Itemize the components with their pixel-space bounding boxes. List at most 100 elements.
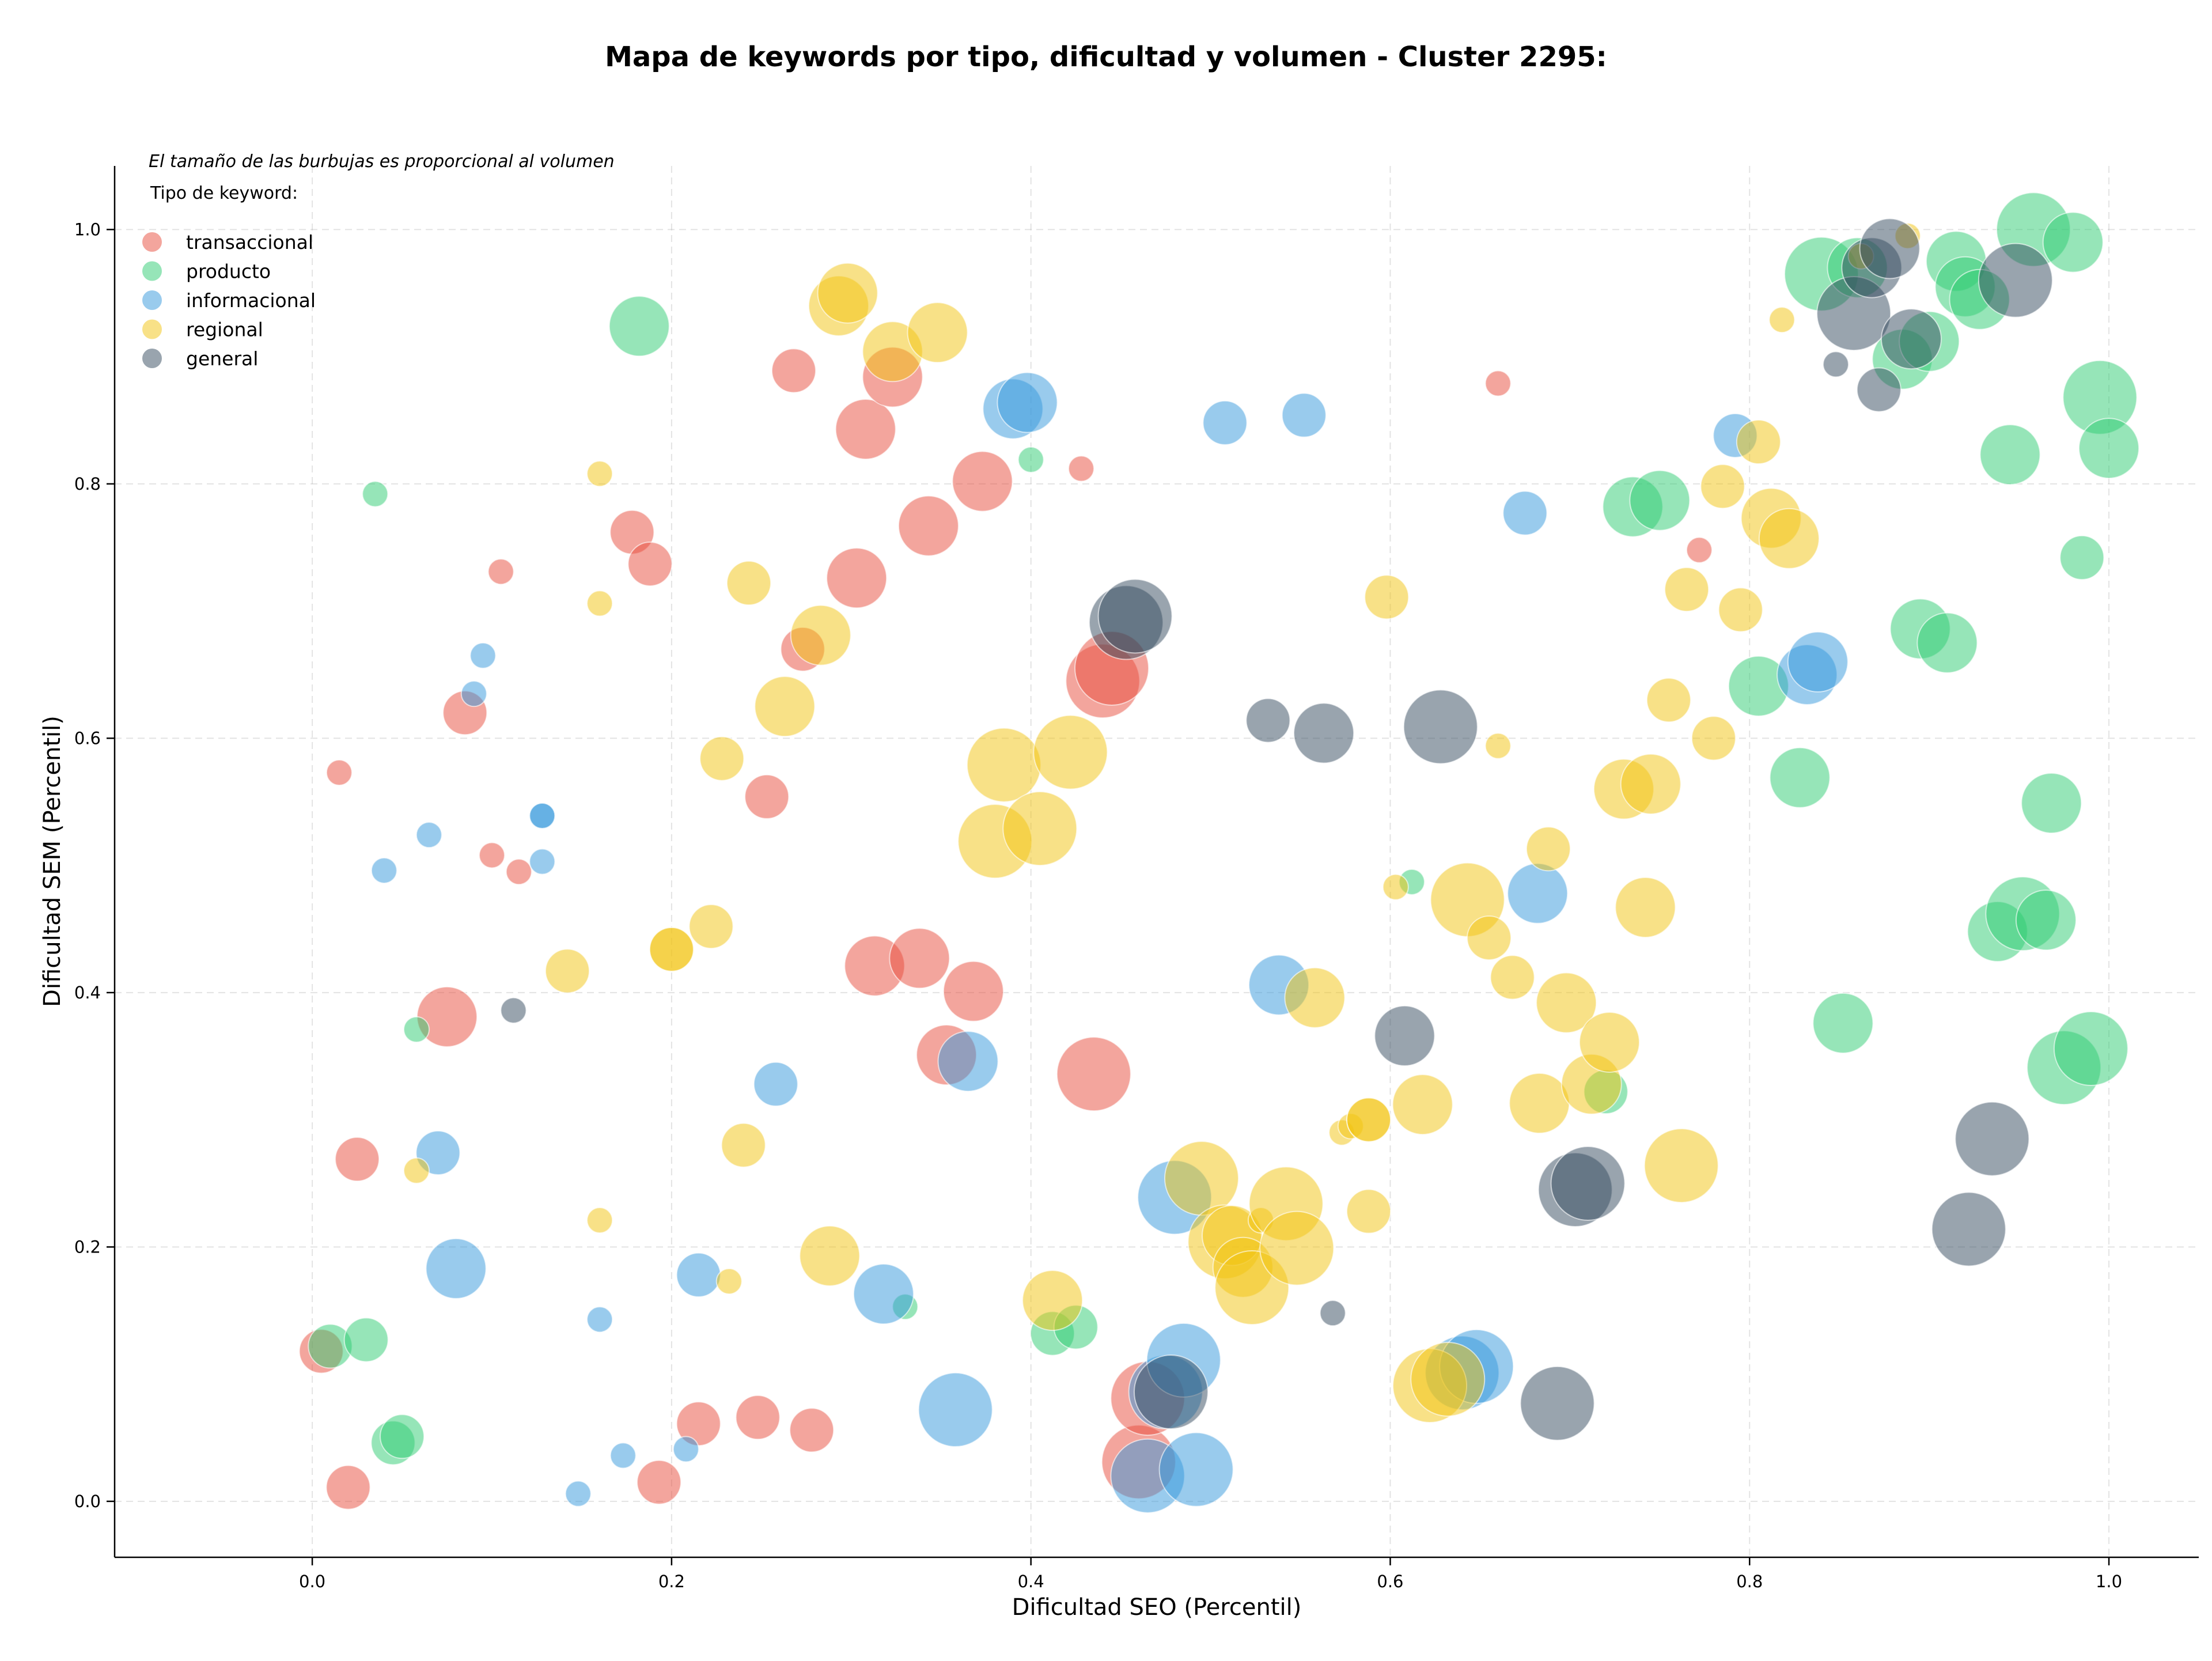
bubble-regional: [586, 590, 613, 617]
bubbles: [298, 192, 2140, 1514]
bubble-regional: [1392, 1074, 1453, 1136]
axes-spines: [113, 166, 2199, 1558]
bubble-general: [1133, 1354, 1209, 1430]
bubble-regional: [721, 1122, 766, 1168]
bubble-informacional: [918, 1372, 993, 1447]
bubble-regional: [1509, 1072, 1570, 1134]
bubble-regional: [1536, 972, 1597, 1034]
y-tick-label: 0.6: [74, 728, 101, 748]
bubble-informacional: [609, 1442, 637, 1469]
bubble-informacional: [529, 803, 556, 830]
ticks: 0.0 0.2 0.4 0.6 0.8 1.0 0.0 0.2 0.4 0.6 0.8 1.0: [74, 220, 2122, 1591]
bubble-transaccional: [627, 541, 673, 587]
bubble-transaccional: [1068, 455, 1095, 482]
bubble-regional: [1718, 587, 1763, 633]
bubble-regional: [1646, 678, 1691, 723]
bubble-regional: [907, 302, 968, 364]
bubble-general: [1245, 698, 1291, 743]
bubble-general: [1097, 578, 1173, 654]
bubble-regional: [1490, 955, 1535, 1000]
legend-marker-producto: [142, 261, 162, 281]
bubble-transaccional: [771, 348, 816, 394]
bubble-general: [1374, 1005, 1435, 1066]
legend-label-general: general: [186, 347, 258, 370]
x-tick-label: 1.0: [2096, 1572, 2122, 1591]
bubble-producto: [1769, 747, 1831, 808]
bubble-regional: [726, 561, 771, 606]
bubble-general: [1931, 1191, 2006, 1267]
bubble-informacional: [1202, 400, 1248, 445]
bubble-regional: [715, 1267, 743, 1295]
bubble-producto: [1812, 992, 1874, 1054]
bubble-informacional: [1158, 1432, 1234, 1507]
bubble-informacional: [529, 848, 556, 875]
bubble-transaccional: [325, 759, 353, 786]
bubble-regional: [1615, 876, 1676, 938]
legend-label-informacional: informacional: [186, 289, 316, 312]
legend-marker-regional: [142, 319, 162, 339]
bubble-regional: [1484, 732, 1512, 759]
bubble-transaccional: [487, 558, 514, 585]
bubble-producto: [2015, 890, 2077, 951]
bubble-regional: [688, 904, 734, 949]
legend-title: Tipo de keyword:: [150, 183, 298, 203]
legend-marker-transaccional: [142, 232, 162, 252]
bubble-informacional: [1502, 490, 1548, 536]
bubble-transaccional: [335, 1137, 380, 1182]
bubble-regional: [1736, 419, 1781, 465]
bubble-general: [1856, 367, 1902, 413]
bubble-informacional: [565, 1480, 592, 1507]
bubble-producto: [403, 1016, 430, 1043]
bubble-regional: [699, 736, 745, 781]
bubble-regional: [1284, 967, 1346, 1028]
bubble-transaccional: [637, 1459, 682, 1505]
bubble-regional: [966, 727, 1041, 803]
bubble-informacional: [1787, 631, 1849, 693]
y-tick-label: 0.0: [74, 1492, 101, 1511]
bubble-producto: [2042, 211, 2104, 273]
legend-label-regional: regional: [186, 319, 263, 341]
bubble-regional: [649, 926, 694, 972]
bubble-regional: [1382, 873, 1409, 901]
bubble-producto: [2059, 535, 2105, 580]
y-tick-label: 1.0: [74, 220, 101, 239]
x-axis-label: Dificultad SEO (Percentil): [1012, 1594, 1302, 1621]
bubble-regional: [1259, 1210, 1335, 1286]
bubble-transaccional: [952, 451, 1013, 512]
legend-label-producto: producto: [186, 260, 271, 283]
bubble-regional: [1768, 307, 1796, 334]
legend-marker-informacional: [142, 290, 162, 310]
x-tick-label: 0.6: [1377, 1572, 1403, 1591]
bubble-regional: [1758, 508, 1820, 569]
bubble-informacional: [997, 372, 1058, 433]
bubble-transaccional: [744, 774, 790, 819]
bubble-general: [1880, 308, 1942, 370]
y-axis-label: Dificultad SEM (Percentil): [39, 716, 66, 1007]
bubble-regional: [586, 460, 613, 487]
bubble-regional: [817, 262, 878, 324]
bubble-transaccional: [835, 398, 896, 460]
bubble-producto: [1979, 424, 2041, 486]
legend-marker-general: [142, 349, 162, 368]
bubble-producto: [1629, 470, 1691, 531]
bubble-general: [1403, 689, 1478, 765]
bubble-transaccional: [478, 842, 505, 869]
bubble-informacional: [1281, 392, 1327, 438]
bubble-transaccional: [789, 1408, 835, 1453]
bubble-transaccional: [826, 547, 888, 609]
bubble-regional: [1620, 753, 1681, 815]
y-tick-label: 0.8: [74, 474, 101, 494]
bubble-producto: [2078, 418, 2140, 479]
bubble-general: [1293, 702, 1355, 764]
bubble-transaccional: [1056, 1036, 1131, 1112]
bubble-producto: [2021, 772, 2082, 834]
bubble-producto: [1916, 612, 1978, 674]
bubble-transaccional: [325, 1465, 371, 1510]
bubble-regional: [1578, 1011, 1640, 1073]
bubble-regional: [1346, 1189, 1392, 1234]
bubble-regional: [1691, 716, 1736, 761]
bubble-regional: [1643, 1128, 1719, 1204]
bubble-transaccional: [897, 495, 959, 557]
bubble-regional: [1700, 464, 1745, 509]
